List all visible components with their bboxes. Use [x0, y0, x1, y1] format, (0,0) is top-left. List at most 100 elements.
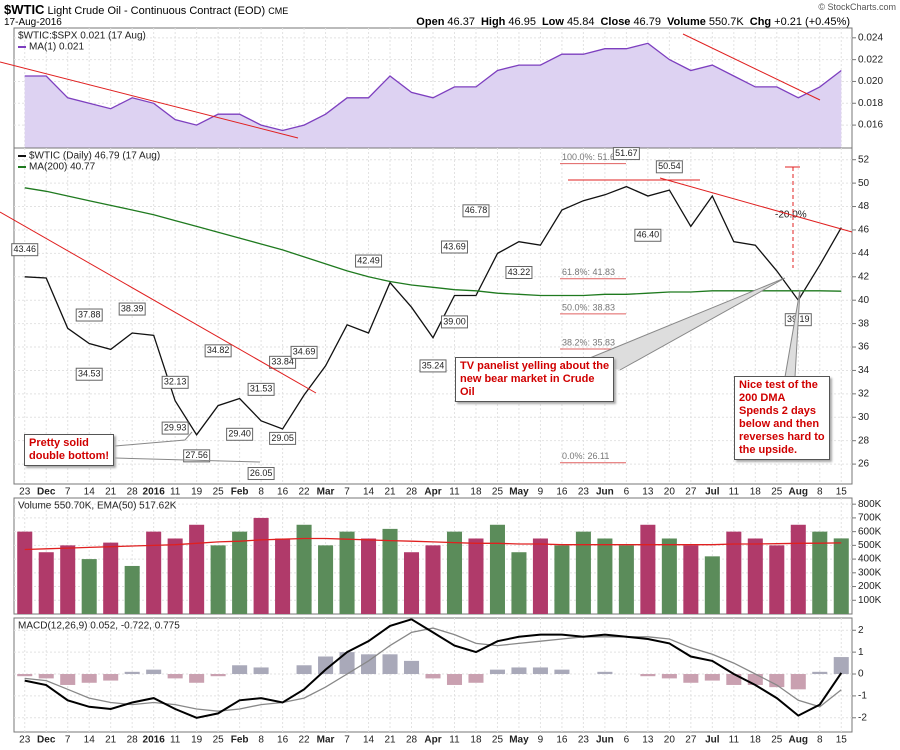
x-tick-label: Aug — [789, 735, 808, 746]
bar — [60, 545, 76, 614]
point-label: 43.69 — [443, 241, 466, 251]
bar — [726, 674, 742, 685]
y-tick-label: 48 — [858, 201, 870, 212]
y-tick-label: 0.018 — [858, 98, 883, 109]
y-tick-label: 28 — [858, 435, 870, 446]
point-label-box — [612, 147, 640, 161]
bar — [661, 674, 677, 679]
bar — [640, 674, 656, 677]
fib-label: 100.0%: 51.67 — [562, 152, 620, 162]
fib-label: 61.8%: 41.83 — [562, 267, 615, 277]
bar — [812, 531, 828, 614]
annotation-line: new bear market in Crude — [460, 373, 595, 385]
y-tick-label: 42 — [858, 271, 870, 282]
bar — [554, 669, 570, 675]
bar — [790, 524, 806, 614]
point-label-box — [247, 382, 275, 396]
fib-label: 50.0%: 38.83 — [562, 302, 615, 312]
point-label: 51.67 — [615, 148, 638, 158]
bar — [683, 545, 699, 614]
point-label-box — [269, 355, 297, 369]
trend-line — [659, 177, 853, 233]
point-label: 26.05 — [250, 468, 273, 478]
x-tick-label: Jul — [705, 735, 720, 746]
panel-title: $WTIC:$SPX 0.021 (17 Aug) — [18, 31, 146, 42]
x-tick-label: 25 — [771, 735, 783, 746]
x-tick-label: 7 — [344, 487, 350, 498]
series-group — [24, 185, 842, 436]
fib-label: 0.0%: 26.11 — [562, 451, 609, 461]
bar — [425, 545, 441, 614]
x-tick-label: 14 — [84, 735, 96, 746]
panel-title: MACD(12,26,9) 0.052, -0.722, 0.775 — [18, 621, 180, 632]
point-label: 38.39 — [121, 303, 144, 313]
bar — [661, 538, 677, 614]
quote-value: 46.79 — [633, 16, 661, 28]
bar — [167, 538, 183, 614]
x-tick-label: 8 — [258, 487, 264, 498]
x-tick-label: 18 — [470, 735, 482, 746]
trend-line — [682, 33, 821, 101]
point-label-box — [505, 265, 533, 279]
point-label-box — [355, 254, 383, 268]
point-label: 46.78 — [465, 205, 488, 215]
x-tick-label: 20 — [664, 735, 676, 746]
x-tick-label: 19 — [191, 487, 203, 498]
bar — [403, 552, 420, 614]
bar — [489, 524, 505, 614]
x-tick-label: 6 — [624, 735, 630, 746]
x-tick-label: 25 — [492, 487, 504, 498]
bar — [296, 524, 312, 614]
watermark: © StockCharts.com — [818, 2, 896, 12]
point-label-box — [75, 367, 103, 381]
bar — [210, 545, 226, 614]
y-tick-label: 0.022 — [858, 54, 883, 65]
quote-value: 46.95 — [508, 16, 536, 28]
x-tick-label: 15 — [836, 487, 848, 498]
point-label: 34.82 — [207, 345, 230, 355]
bar — [489, 669, 505, 675]
bar — [275, 538, 291, 614]
x-tick-label: Feb — [231, 735, 249, 746]
point-label: 31.53 — [250, 384, 273, 394]
annotation-line: double bottom! — [29, 450, 110, 462]
x-tick-label: 28 — [127, 735, 139, 746]
x-tick-label: 11 — [729, 735, 740, 746]
bar — [618, 545, 634, 614]
quote: Open 46.37 High 46.95 Low 45.84 Close 46.79 Volu… — [410, 16, 850, 28]
x-tick-label: Aug — [789, 487, 808, 498]
bar — [790, 674, 806, 690]
y-tick-label: 800K — [858, 499, 882, 510]
bar — [339, 652, 355, 675]
x-tick-label: 11 — [449, 735, 460, 746]
bar — [38, 552, 54, 614]
x-tick-label: 18 — [750, 735, 762, 746]
y-tick-label: 38 — [858, 318, 870, 329]
quote-value: +0.21 (+0.45%) — [774, 16, 850, 28]
annotation-line: below and then — [739, 418, 820, 430]
x-tick-label: Feb — [231, 487, 249, 498]
x-tick-label: 11 — [170, 487, 181, 498]
bar — [81, 559, 97, 614]
y-tick-label: 0.024 — [858, 32, 883, 43]
bar — [167, 674, 183, 679]
point-label: 46.40 — [637, 230, 660, 240]
point-label-box — [269, 431, 297, 445]
fib-label: 38.2%: 35.83 — [562, 337, 615, 347]
bar — [597, 671, 613, 675]
bar — [318, 656, 334, 675]
point-label: 34.53 — [78, 369, 101, 379]
x-tick-label: 18 — [750, 487, 762, 498]
x-tick-label: Mar — [317, 735, 335, 746]
point-label-box — [440, 315, 468, 329]
x-tick-label: 28 — [127, 487, 139, 498]
bar — [468, 538, 484, 614]
panel-title: Volume 550.70K, EMA(50) 517.62K — [18, 501, 177, 512]
annotation-line: the upside. — [739, 444, 798, 456]
x-tick-label: 25 — [492, 735, 504, 746]
bar — [511, 667, 527, 675]
bar — [747, 674, 763, 685]
x-tick-label: 9 — [538, 735, 544, 746]
y-tick-label: 0.016 — [858, 120, 883, 131]
